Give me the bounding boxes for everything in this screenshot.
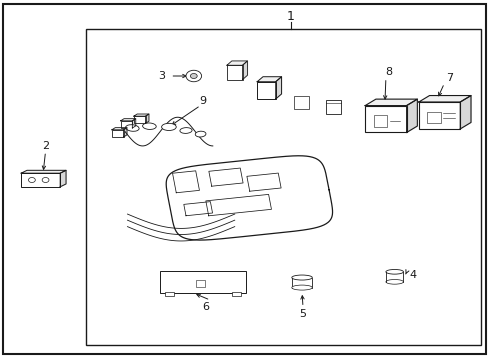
Circle shape xyxy=(42,177,49,183)
Polygon shape xyxy=(418,95,470,102)
Bar xyxy=(418,102,459,129)
Polygon shape xyxy=(365,99,416,105)
Text: 8: 8 xyxy=(384,67,391,77)
Bar xyxy=(326,100,340,114)
Polygon shape xyxy=(257,77,281,82)
Text: 7: 7 xyxy=(445,73,452,83)
Text: 5: 5 xyxy=(299,310,306,319)
Polygon shape xyxy=(242,61,247,80)
Text: 6: 6 xyxy=(202,302,208,312)
Bar xyxy=(112,130,123,137)
Polygon shape xyxy=(275,77,281,99)
Polygon shape xyxy=(121,119,136,121)
Polygon shape xyxy=(21,170,66,173)
Bar xyxy=(294,96,308,109)
Polygon shape xyxy=(123,128,127,137)
Bar xyxy=(121,121,132,128)
Polygon shape xyxy=(60,170,66,187)
Bar xyxy=(232,292,241,296)
Polygon shape xyxy=(406,99,416,132)
Ellipse shape xyxy=(161,123,176,131)
Ellipse shape xyxy=(195,131,205,137)
Bar xyxy=(160,271,245,293)
Polygon shape xyxy=(145,114,149,123)
Polygon shape xyxy=(459,95,470,129)
Polygon shape xyxy=(166,156,332,240)
Bar xyxy=(86,30,480,345)
Circle shape xyxy=(190,73,197,78)
Circle shape xyxy=(28,177,35,183)
Text: 1: 1 xyxy=(286,10,294,23)
Text: 4: 4 xyxy=(408,270,415,280)
Ellipse shape xyxy=(291,275,312,280)
Bar xyxy=(226,65,242,80)
Bar xyxy=(165,292,174,296)
Bar xyxy=(427,112,440,123)
Bar xyxy=(365,105,406,132)
Bar xyxy=(195,280,205,287)
Ellipse shape xyxy=(291,285,312,290)
Text: 3: 3 xyxy=(158,71,165,81)
Ellipse shape xyxy=(180,128,192,134)
Bar xyxy=(373,116,386,127)
Ellipse shape xyxy=(385,279,403,284)
Bar xyxy=(21,173,60,187)
Polygon shape xyxy=(134,114,149,116)
Circle shape xyxy=(185,70,201,82)
Text: 2: 2 xyxy=(42,141,49,151)
Polygon shape xyxy=(132,119,136,128)
Bar xyxy=(134,116,145,123)
Ellipse shape xyxy=(385,270,403,274)
Bar xyxy=(257,82,275,99)
Text: 9: 9 xyxy=(199,96,206,106)
Ellipse shape xyxy=(142,123,156,130)
Ellipse shape xyxy=(125,125,139,131)
Polygon shape xyxy=(226,61,247,65)
Polygon shape xyxy=(112,128,127,130)
